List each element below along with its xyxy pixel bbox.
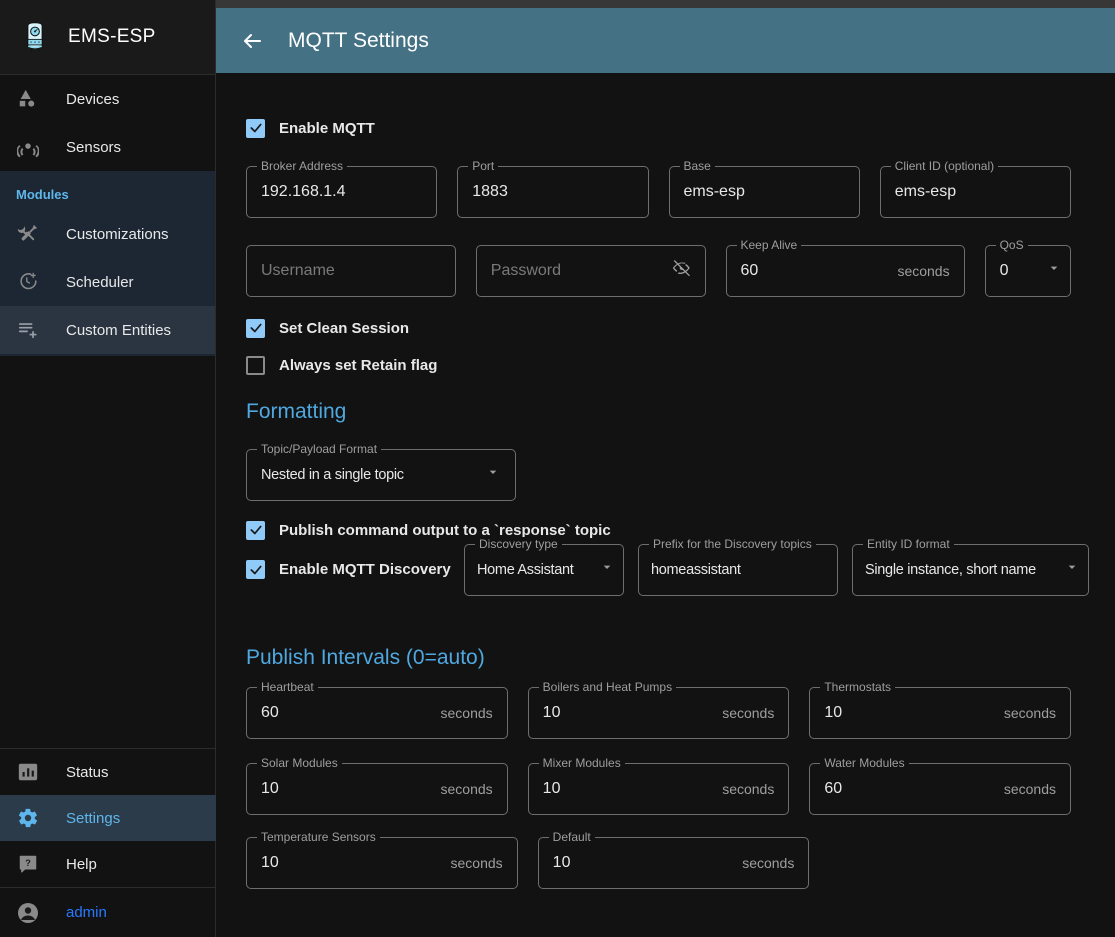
svg-text:?: ?: [25, 858, 31, 868]
